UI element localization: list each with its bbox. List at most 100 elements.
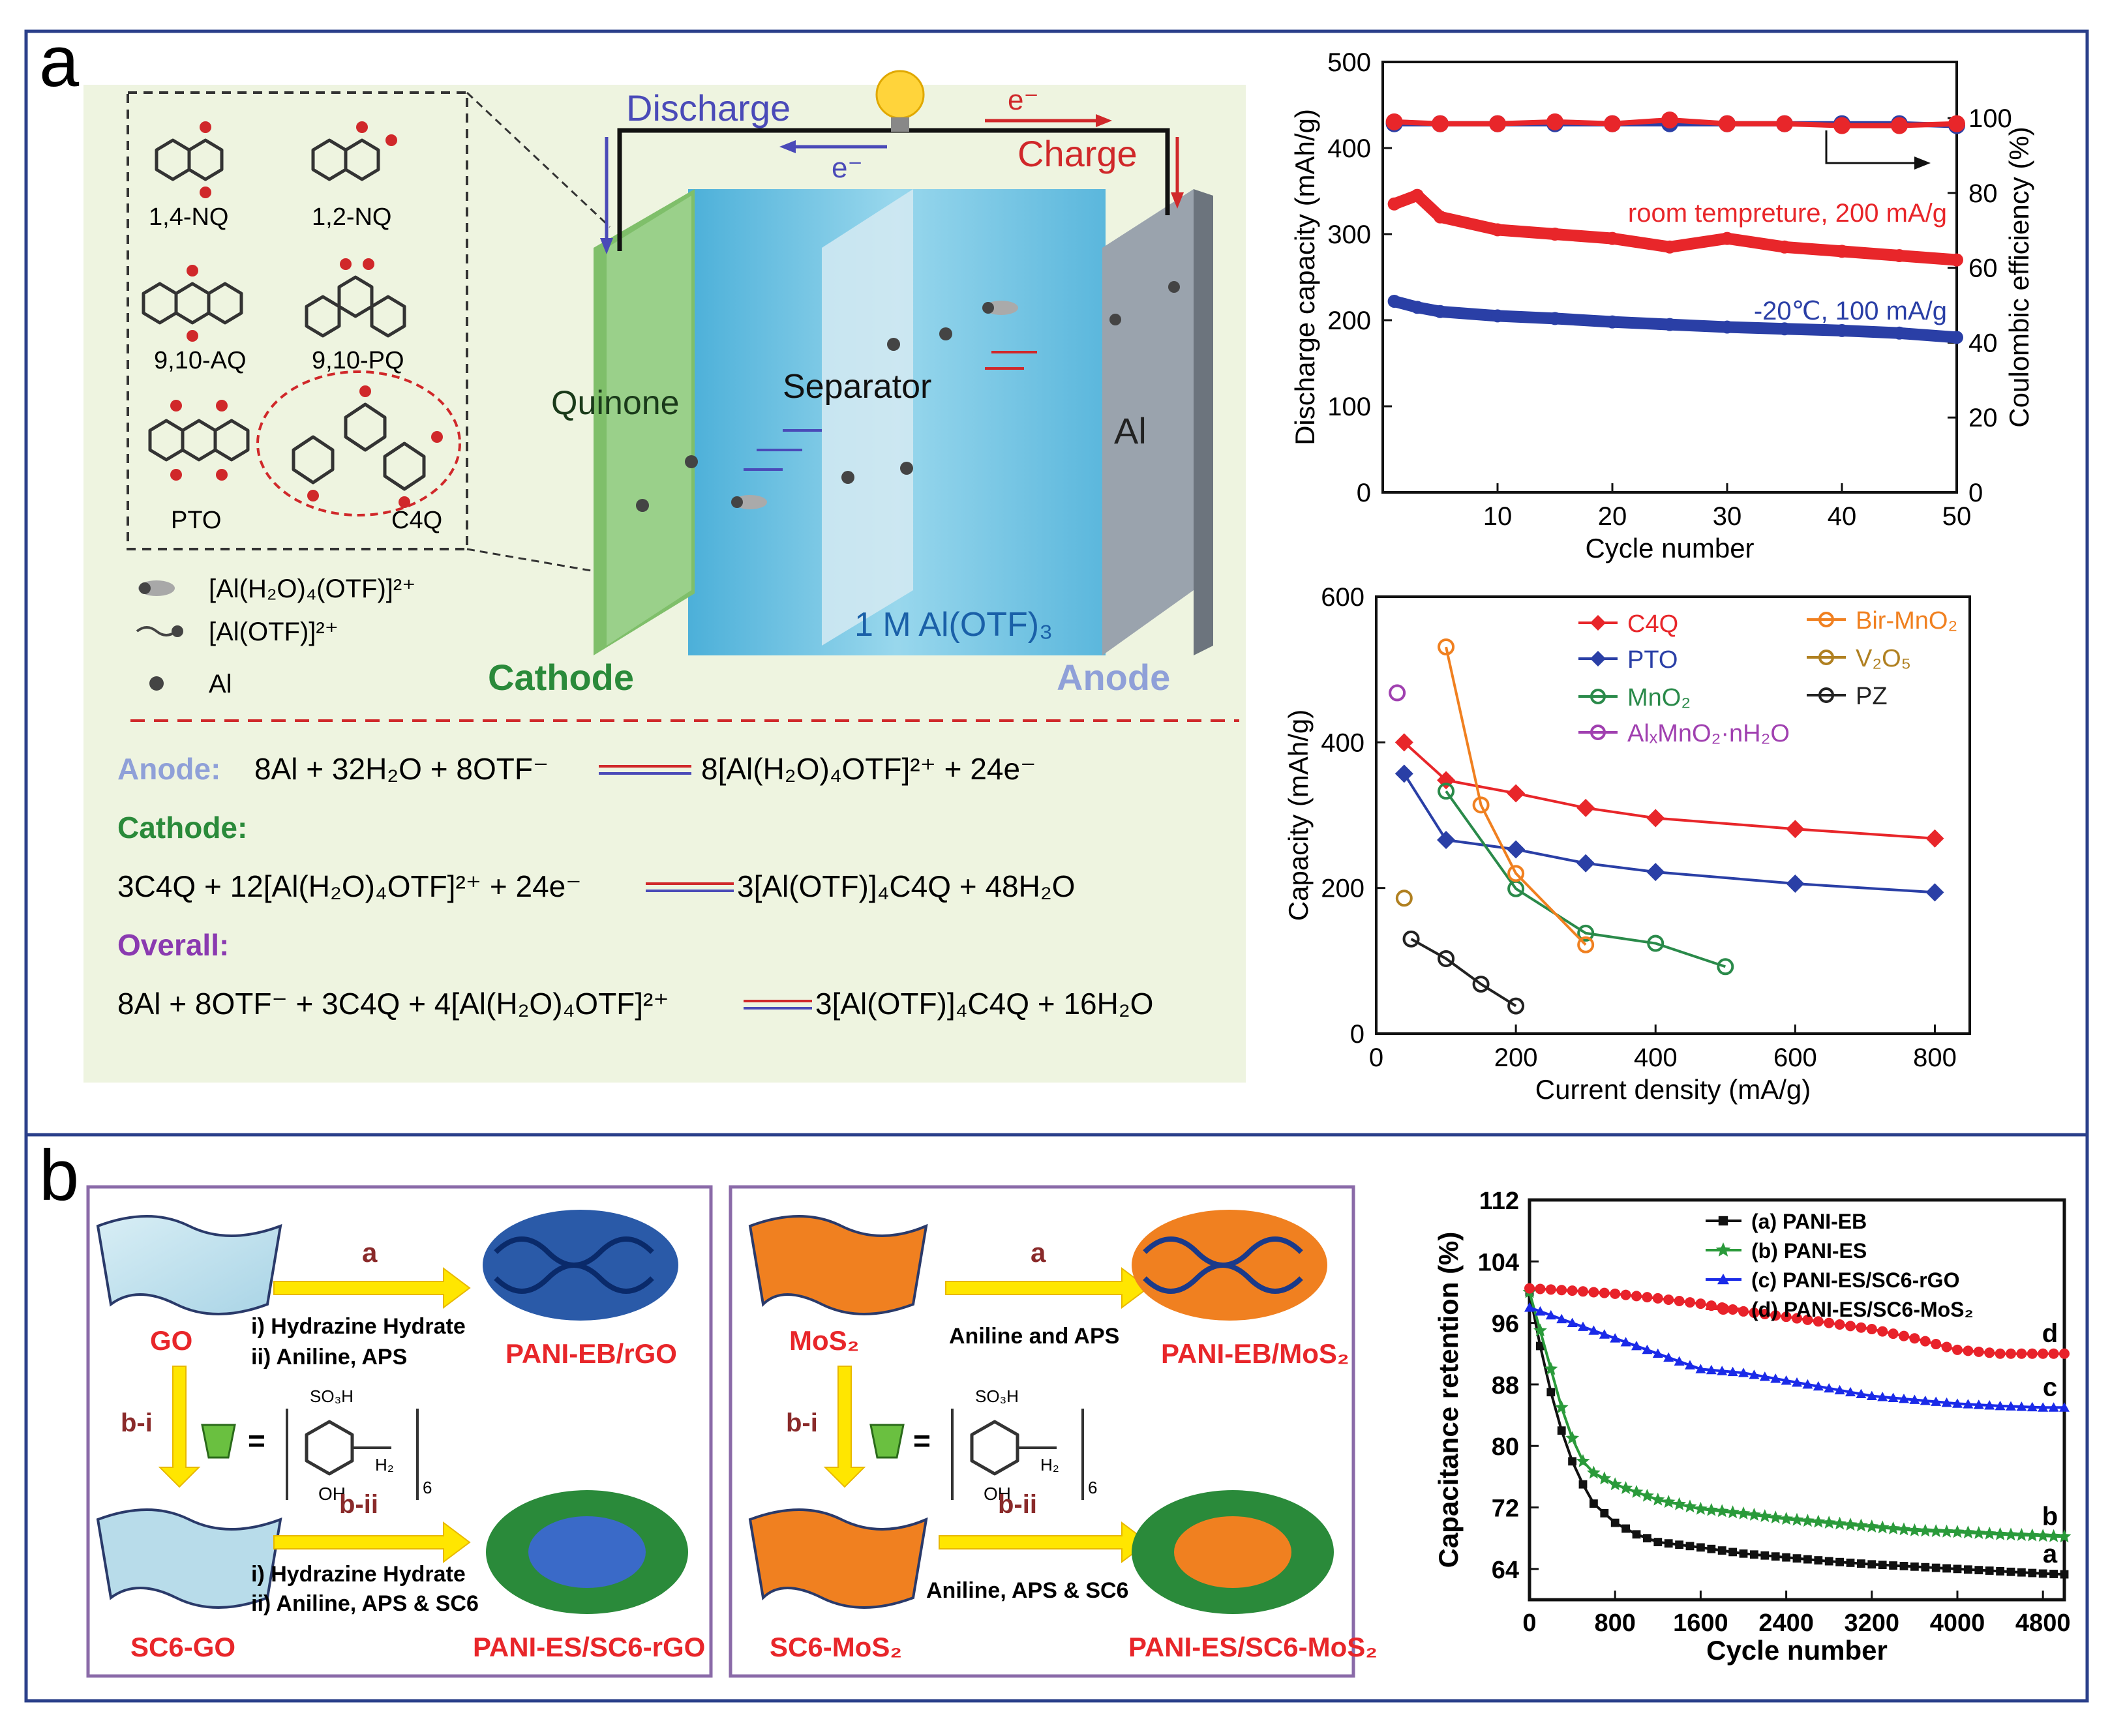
chart3-point bbox=[1790, 1512, 1804, 1526]
chart2-legend-marker bbox=[1818, 612, 1834, 627]
chart2-point bbox=[1576, 798, 1595, 817]
chart3-point bbox=[1661, 1495, 1676, 1508]
scheme2-eq: = bbox=[913, 1424, 931, 1458]
arrow-step-bi-1 bbox=[158, 1366, 201, 1488]
scheme2-cond-a1: Aniline and APS bbox=[949, 1324, 1119, 1349]
chart3-point bbox=[1651, 1492, 1665, 1506]
arrow-step-bii-1 bbox=[273, 1521, 471, 1563]
chart1-point bbox=[1387, 294, 1401, 308]
chart1-point bbox=[1410, 301, 1424, 314]
arrow-step-bii-2 bbox=[939, 1521, 1149, 1563]
panel-b-frame bbox=[24, 1133, 2089, 1703]
chart3-point bbox=[1749, 1307, 1760, 1318]
chart3-point bbox=[1536, 1341, 1545, 1351]
chart3-point bbox=[1811, 1514, 1826, 1528]
chart3-point bbox=[1535, 1283, 1546, 1295]
chart3-point bbox=[1781, 1375, 1792, 1385]
chart2-point bbox=[1394, 764, 1413, 783]
chart3-point bbox=[1813, 1381, 1824, 1391]
chart3-point bbox=[1556, 1313, 1567, 1324]
chart3-point bbox=[1610, 1288, 1621, 1299]
chart3-point bbox=[1749, 1369, 1760, 1379]
chart3-end-label: b bbox=[2042, 1502, 2058, 1531]
chart1-point bbox=[1776, 115, 1793, 132]
chart3-point bbox=[2060, 1570, 2069, 1579]
chart1-point bbox=[1778, 322, 1791, 336]
chart3-point bbox=[1524, 1302, 1535, 1312]
chart1-annotation-room: room tempreture, 200 mA/g bbox=[1628, 199, 1947, 228]
chart1-y-tick-label: 0 bbox=[1357, 479, 1371, 507]
chart-retention: 0 800 1600 2400 3200 4000 4800 64 72 80 88 96 104 112… bbox=[1433, 1188, 2072, 1666]
scheme1-cond-b1: i) Hydrazine Hydrate bbox=[251, 1562, 466, 1587]
chart3-legend-label: (c) PANI-ES/SC6-rGO bbox=[1751, 1268, 1959, 1292]
chart3-point bbox=[1683, 1499, 1697, 1513]
battery-cell: Discharge e⁻ e⁻ Charge Quinone Separator… bbox=[488, 70, 1213, 698]
chart3-x-tick-label: 1600 bbox=[1673, 1609, 1728, 1637]
chart3-y-tick-label: 112 bbox=[1479, 1188, 1519, 1215]
chart3-point bbox=[1886, 1521, 1901, 1534]
chart3-point bbox=[1802, 1314, 1813, 1325]
scheme2-mid: SC6-MoS₂ bbox=[770, 1632, 902, 1662]
chart2-legend-label: Bir-MnO₂ bbox=[1856, 607, 1957, 635]
chart2-legend-marker bbox=[1590, 725, 1606, 740]
chart2-x-tick-label: 600 bbox=[1773, 1043, 1817, 1072]
anode-label: Anode bbox=[1057, 657, 1170, 698]
chart1-point bbox=[1835, 245, 1848, 258]
chart3-point bbox=[2028, 1568, 2037, 1578]
molecule-9-10-aq: 9,10-AQ bbox=[142, 265, 247, 374]
chart3-point bbox=[1877, 1326, 1888, 1337]
chart3-point bbox=[1664, 1539, 1673, 1548]
chart3-legend-label: (a) PANI-EB bbox=[1751, 1210, 1867, 1233]
chart3-point bbox=[1973, 1346, 1984, 1357]
chart3-point bbox=[1814, 1556, 1823, 1564]
chart3-point bbox=[1544, 1362, 1558, 1375]
chart3-point bbox=[1567, 1285, 1578, 1296]
chart3-point bbox=[1813, 1316, 1824, 1327]
chart1-point bbox=[1893, 326, 1906, 340]
chart3-point bbox=[2038, 1402, 2049, 1412]
chart2-point bbox=[1925, 829, 1944, 848]
chart2-x-tick-label: 800 bbox=[1913, 1043, 1957, 1072]
chart3-point bbox=[1759, 1371, 1770, 1381]
chart3-point bbox=[1824, 1383, 1835, 1393]
chart3-legend-marker bbox=[1717, 1274, 1729, 1285]
chart3-y-tick-label: 88 bbox=[1492, 1372, 1519, 1399]
reactions: Anode: 8Al + 32H₂O + 8OTF⁻ 8[Al(H₂O)₄OTF… bbox=[117, 752, 1153, 1021]
chart3-point bbox=[1950, 1525, 1965, 1538]
chart1-point bbox=[1604, 115, 1621, 132]
scheme2-n6: 6 bbox=[1088, 1478, 1097, 1497]
sc6-cup-icon-2 bbox=[869, 1424, 905, 1459]
scheme1-product-b: PANI-ES/SC6-rGO bbox=[473, 1632, 705, 1662]
chart1-point bbox=[1891, 117, 1908, 134]
chart3-x-tick-label: 800 bbox=[1594, 1609, 1635, 1637]
chart2-point bbox=[1472, 796, 1490, 814]
molecule-c4q: C4Q bbox=[256, 370, 461, 534]
chart1-axis-arrowhead bbox=[1914, 157, 1931, 170]
chart1-point bbox=[1387, 197, 1401, 211]
chart3-point bbox=[1652, 1293, 1663, 1304]
chart1-y-tick-label: 300 bbox=[1327, 220, 1371, 249]
chart3-point bbox=[1909, 1333, 1920, 1344]
chart3-point bbox=[1822, 1516, 1836, 1529]
chart3-point bbox=[1736, 1506, 1751, 1519]
chart3-point bbox=[1888, 1328, 1899, 1339]
chart1-point bbox=[1950, 253, 1963, 267]
label-9-10-aq: 9,10-AQ bbox=[154, 347, 247, 374]
chart3-point bbox=[1629, 1485, 1644, 1498]
chart3-point bbox=[1824, 1317, 1835, 1328]
chart1-point bbox=[1833, 117, 1850, 134]
panel-a-label: a bbox=[39, 22, 80, 102]
scheme1-cond-a2: ii) Aniline, APS bbox=[251, 1345, 407, 1369]
scheme1-step-bii: b-ii bbox=[339, 1490, 378, 1519]
chart3-point bbox=[1653, 1538, 1663, 1546]
chart3-point bbox=[1631, 1291, 1642, 1302]
chart3-point bbox=[1973, 1399, 1984, 1409]
chart2-point bbox=[1507, 840, 1526, 859]
chart3-legend-label: (b) PANI-ES bbox=[1751, 1239, 1867, 1263]
chart3-point bbox=[1866, 1390, 1877, 1401]
chart3-point bbox=[1953, 1564, 1962, 1574]
molecule-1-2-nq: 1,2-NQ bbox=[311, 121, 397, 231]
chart3-point bbox=[2059, 1402, 2070, 1412]
chart1-y2-tick-label: 80 bbox=[1968, 179, 1998, 208]
